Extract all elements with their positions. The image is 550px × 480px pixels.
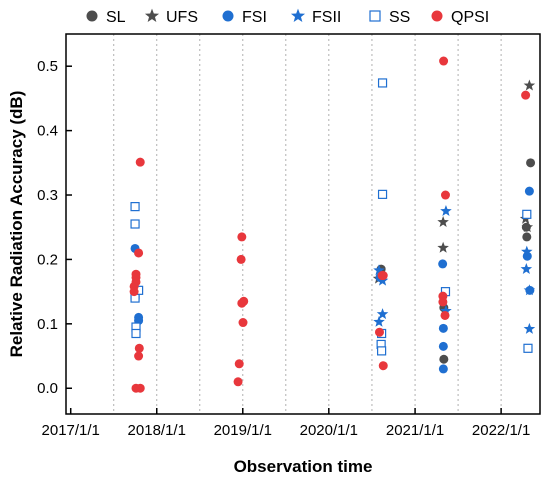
x-tick-label: 2017/1/1 (42, 422, 100, 439)
legend-marker (290, 8, 306, 23)
x-tick-label: 2018/1/1 (128, 422, 186, 439)
data-point-qpsi (438, 297, 448, 307)
data-point-qpsi (374, 327, 384, 337)
data-point-ss (131, 328, 141, 339)
legend-item-ufs: UFS (144, 8, 198, 26)
series-ufs (372, 79, 536, 284)
data-point-qpsi (134, 343, 144, 353)
y-tick-label: 0.3 (37, 187, 58, 204)
data-point-fsii (520, 263, 533, 274)
data-point-ss (377, 346, 387, 356)
axes: 2017/1/1 2018/1/1 2019/1/1 2020/1/1 2021/1/1… (37, 58, 530, 439)
series-ss (130, 78, 533, 356)
legend-marker (144, 8, 160, 23)
data-point-fsii (373, 264, 385, 276)
data-point-fsi (438, 364, 448, 374)
data-point-ufs (523, 79, 536, 91)
series-fsi (130, 186, 535, 374)
data-point-fsii (523, 284, 536, 296)
data-point-sl (439, 354, 449, 364)
plot-frame (65, 33, 541, 415)
data-point-fsii (523, 322, 536, 334)
data-point-qpsi (238, 318, 248, 328)
data-point-fsii (440, 304, 452, 316)
y-tick-label: 0.5 (37, 58, 58, 75)
data-point-qpsi (237, 232, 247, 242)
legend-item-qpsi: QPSI (431, 9, 489, 26)
data-point-fsii (440, 205, 452, 217)
legend-label: SL (106, 9, 126, 26)
data-point-ss (130, 219, 140, 229)
data-point-ss (522, 209, 532, 219)
data-point-sl (526, 158, 536, 168)
legend-label: SS (389, 9, 410, 26)
series-fsii (373, 205, 536, 334)
legend-marker (86, 10, 98, 22)
series-sl (376, 158, 536, 364)
legend-marker (222, 10, 234, 22)
grid (113, 34, 502, 414)
data-point-qpsi (440, 310, 450, 320)
data-point-fsii (521, 245, 533, 257)
data-point-qpsi (236, 254, 246, 264)
legend-marker (431, 10, 443, 22)
x-tick-label: 2021/1/1 (386, 422, 444, 439)
data-point-qpsi (439, 56, 449, 66)
x-tick-label: 2022/1/1 (472, 422, 530, 439)
x-tick-label: 2020/1/1 (300, 422, 358, 439)
data-point-qpsi (134, 248, 144, 258)
y-tick-label: 0.2 (37, 251, 58, 268)
legend-item-fsi: FSI (222, 9, 267, 26)
legend-label: UFS (166, 9, 198, 26)
data-point-fsi (524, 186, 534, 196)
data-point-fsi (438, 259, 448, 269)
data-point-ufs (437, 241, 449, 253)
y-tick-label: 0.1 (37, 316, 58, 333)
data-point-ufs (437, 215, 449, 227)
data-point-qpsi (135, 383, 145, 393)
data-point-sl (522, 232, 532, 242)
legend-item-sl: SL (86, 9, 126, 26)
legend-label: FSII (312, 9, 341, 26)
data-point-ss (130, 202, 140, 212)
data-point-fsii (373, 315, 385, 327)
legend: SL UFS FSI FSII SS QPSI (86, 8, 489, 26)
data-point-qpsi (440, 190, 450, 200)
data-point-ufs (521, 221, 534, 233)
data-point-fsii (376, 308, 389, 320)
legend-label: QPSI (451, 9, 489, 26)
series-layer (129, 56, 536, 393)
legend-marker (369, 10, 381, 22)
y-tick-label: 0.4 (37, 123, 58, 140)
legend-label: FSI (242, 9, 267, 26)
x-axis-title: Observation time (234, 457, 373, 476)
data-point-qpsi (521, 90, 531, 100)
data-point-qpsi (378, 361, 388, 371)
legend-item-fsii: FSII (290, 8, 341, 26)
data-point-ss (523, 343, 533, 353)
data-point-ss (377, 189, 388, 199)
y-axis-title: Relative Radiation Accuracy (dB) (7, 91, 26, 358)
series-qpsi (129, 56, 531, 393)
data-point-qpsi (239, 296, 249, 306)
data-point-fsii (376, 274, 389, 286)
data-point-qpsi (234, 359, 244, 369)
data-point-fsi (438, 323, 448, 333)
x-tick-label: 2019/1/1 (214, 422, 272, 439)
y-tick-label: 0.0 (37, 380, 58, 397)
data-point-qpsi (135, 157, 145, 167)
data-point-ss (377, 78, 388, 88)
data-point-qpsi (129, 287, 139, 297)
data-point-qpsi (233, 377, 243, 387)
data-point-qpsi (134, 351, 144, 361)
legend-item-ss: SS (369, 9, 410, 26)
data-point-qpsi (378, 271, 388, 281)
data-point-fsi (438, 341, 448, 351)
